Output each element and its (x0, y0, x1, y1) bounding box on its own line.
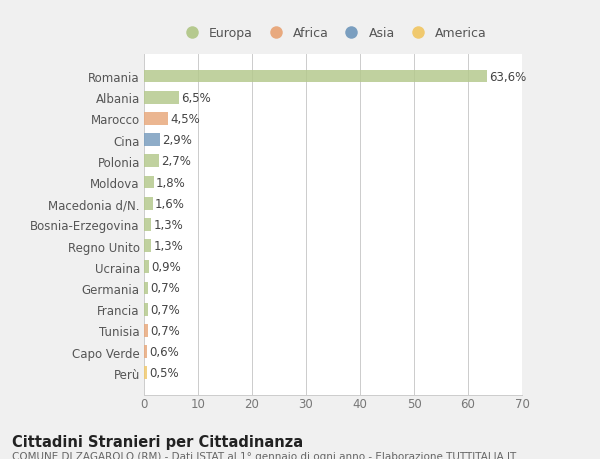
Text: 0,9%: 0,9% (151, 261, 181, 274)
Bar (144, 346, 147, 358)
Bar (144, 240, 151, 252)
Bar (144, 197, 152, 210)
Text: COMUNE DI ZAGAROLO (RM) - Dati ISTAT al 1° gennaio di ogni anno - Elaborazione T: COMUNE DI ZAGAROLO (RM) - Dati ISTAT al … (12, 451, 516, 459)
Text: 1,3%: 1,3% (153, 240, 183, 252)
Text: 1,3%: 1,3% (153, 218, 183, 231)
Bar (144, 367, 146, 379)
Bar (144, 218, 151, 231)
Bar (144, 261, 149, 274)
Text: 2,7%: 2,7% (161, 155, 191, 168)
Text: Cittadini Stranieri per Cittadinanza: Cittadini Stranieri per Cittadinanza (12, 434, 303, 449)
Bar (144, 134, 160, 147)
Text: 6,5%: 6,5% (181, 91, 211, 105)
Bar (144, 92, 179, 104)
Text: 0,7%: 0,7% (150, 303, 179, 316)
Bar (144, 282, 148, 295)
Text: 1,6%: 1,6% (155, 197, 185, 210)
Text: 63,6%: 63,6% (490, 70, 527, 84)
Bar (144, 176, 154, 189)
Text: 4,5%: 4,5% (170, 112, 200, 126)
Text: 0,7%: 0,7% (150, 324, 179, 337)
Bar (144, 71, 487, 83)
Text: 0,5%: 0,5% (149, 366, 178, 380)
Text: 0,7%: 0,7% (150, 282, 179, 295)
Text: 0,6%: 0,6% (149, 345, 179, 358)
Text: 1,8%: 1,8% (156, 176, 185, 189)
Bar (144, 155, 158, 168)
Bar (144, 325, 148, 337)
Legend: Europa, Africa, Asia, America: Europa, Africa, Asia, America (179, 28, 487, 40)
Bar (144, 113, 168, 125)
Text: 2,9%: 2,9% (162, 134, 191, 147)
Bar (144, 303, 148, 316)
